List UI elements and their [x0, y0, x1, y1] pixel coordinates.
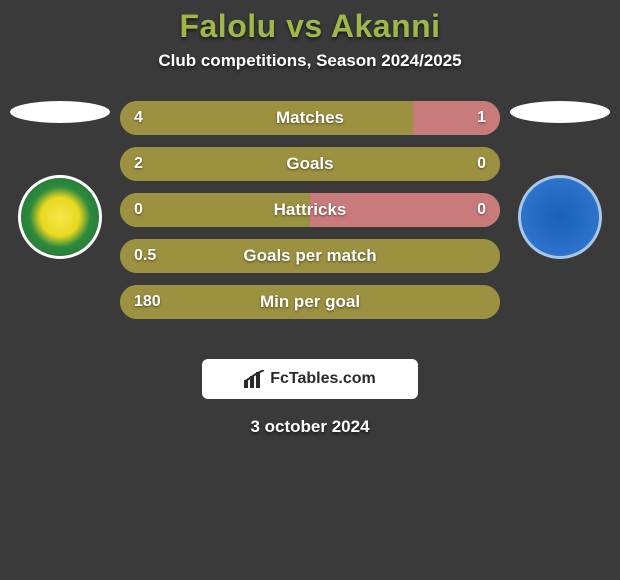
footer-attribution: FcTables.com [202, 359, 418, 399]
stat-label: Min per goal [120, 285, 500, 319]
player-photo-right [510, 101, 610, 123]
stat-bars: 41Matches 20Goals 00Hattricks 0.5Goals per … [120, 101, 500, 331]
player-photo-left [10, 101, 110, 123]
page-title: Falolu vs Akanni [0, 8, 620, 45]
club-badge-right [518, 175, 602, 259]
comparison-area: 41Matches 20Goals 00Hattricks 0.5Goals per … [0, 101, 620, 341]
subtitle: Club competitions, Season 2024/2025 [0, 51, 620, 71]
club-badge-left [18, 175, 102, 259]
stat-label: Matches [120, 101, 500, 135]
stat-row: 0.5Goals per match [120, 239, 500, 273]
footer-text: FcTables.com [270, 370, 376, 388]
date-label: 3 october 2024 [0, 417, 620, 437]
stat-row: 180Min per goal [120, 285, 500, 319]
stat-row: 20Goals [120, 147, 500, 181]
stat-label: Goals per match [120, 239, 500, 273]
stat-label: Hattricks [120, 193, 500, 227]
stat-row: 41Matches [120, 101, 500, 135]
infographic-root: Falolu vs Akanni Club competitions, Seas… [0, 0, 620, 437]
chart-icon [244, 370, 266, 388]
stat-row: 00Hattricks [120, 193, 500, 227]
stat-label: Goals [120, 147, 500, 181]
